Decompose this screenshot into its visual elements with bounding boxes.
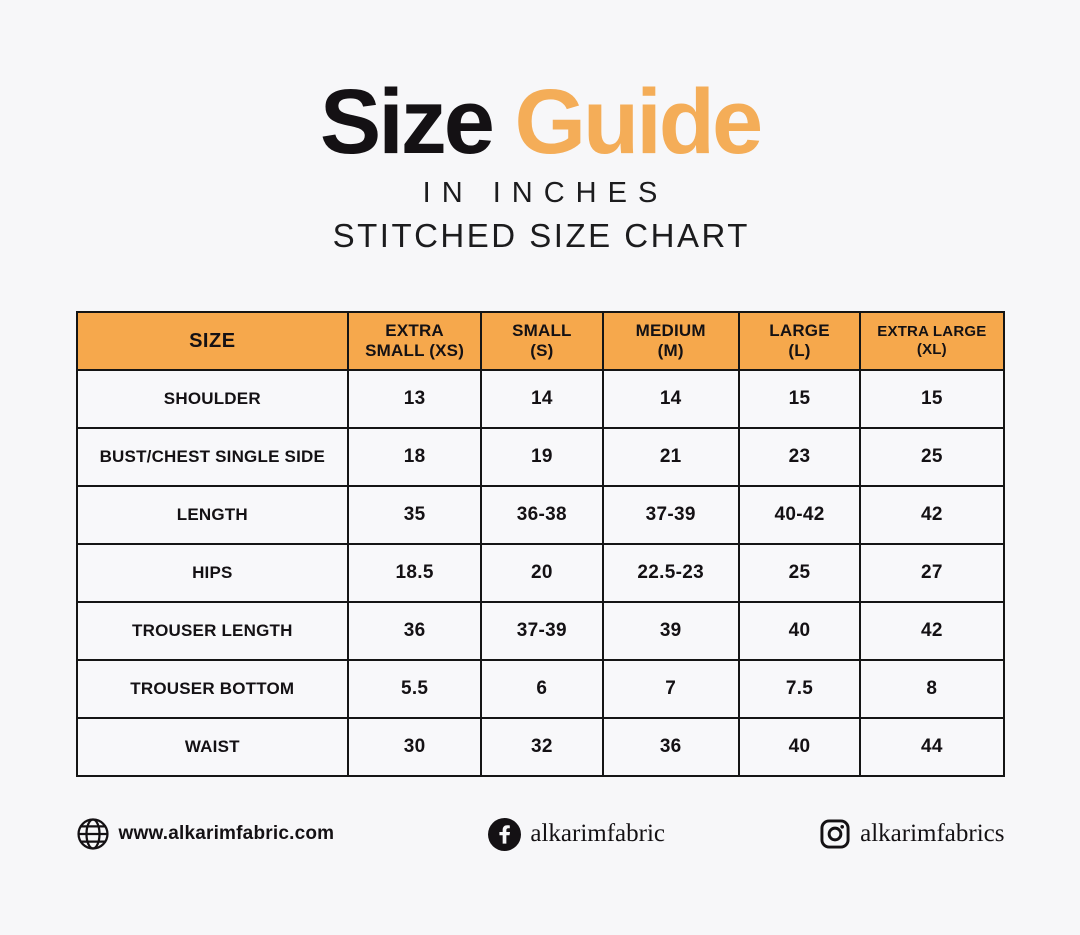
- row-label: BUST/CHEST SINGLE SIDE: [75, 427, 350, 488]
- cell-value: 35: [347, 485, 483, 546]
- cell-value: 25: [737, 543, 862, 604]
- facebook-link[interactable]: alkarimfabric: [488, 817, 666, 851]
- cell-value: 40: [737, 601, 862, 662]
- website-link[interactable]: www.alkarimfabric.com: [76, 817, 335, 851]
- table-row-bust-chest: BUST/CHEST SINGLE SIDE 18 19 21 23 25: [75, 427, 1005, 488]
- cell-value: 18.5: [347, 543, 483, 604]
- column-header-extra-large: EXTRA LARGE (XL): [859, 311, 1005, 372]
- cell-value: 13: [347, 369, 483, 430]
- cell-value: 30: [347, 717, 483, 778]
- table-header-row: SIZE EXTRA SMALL (XS) SMALL (S) MEDIUM (M) …: [75, 311, 1005, 372]
- table-row-trouser-length: TROUSER LENGTH 36 37-39 39 40 42: [75, 601, 1005, 662]
- cell-value: 36-38: [480, 485, 604, 546]
- cell-value: 39: [601, 601, 740, 662]
- cell-value: 42: [859, 601, 1005, 662]
- row-label: SHOULDER: [75, 369, 350, 430]
- page-title: Size Guide: [0, 76, 1080, 168]
- cell-value: 36: [601, 717, 740, 778]
- cell-value: 44: [859, 717, 1005, 778]
- cell-value: 20: [480, 543, 604, 604]
- cell-value: 32: [480, 717, 604, 778]
- footer-social-bar: www.alkarimfabric.com alkarimfabric alka…: [76, 817, 1005, 851]
- row-label: TROUSER BOTTOM: [75, 659, 350, 720]
- cell-value: 21: [601, 427, 740, 488]
- size-chart-table: SIZE EXTRA SMALL (XS) SMALL (S) MEDIUM (M) …: [75, 311, 1005, 778]
- title-word-size: Size: [319, 71, 495, 173]
- cell-value: 14: [601, 369, 740, 430]
- cell-value: 5.5: [347, 659, 483, 720]
- cell-value: 40-42: [737, 485, 862, 546]
- cell-value: 7: [601, 659, 740, 720]
- instagram-handle: alkarimfabrics: [860, 820, 1005, 848]
- cell-value: 37-39: [480, 601, 604, 662]
- table-row-waist: WAIST 30 32 36 40 44: [75, 717, 1005, 778]
- column-header-medium: MEDIUM (M): [601, 311, 740, 372]
- cell-value: 23: [737, 427, 862, 488]
- subtitle-in-inches: IN INCHES: [422, 177, 669, 209]
- cell-value: 25: [859, 427, 1005, 488]
- website-url: www.alkarimfabric.com: [118, 823, 335, 845]
- subtitle-stitched-size-chart: STITCHED SIZE CHART: [332, 216, 750, 254]
- cell-value: 8: [859, 659, 1005, 720]
- cell-value: 36: [347, 601, 483, 662]
- cell-value: 6: [480, 659, 604, 720]
- table-row-length: LENGTH 35 36-38 37-39 40-42 42: [75, 485, 1005, 546]
- facebook-icon: [488, 817, 522, 851]
- cell-value: 27: [859, 543, 1005, 604]
- cell-value: 22.5-23: [601, 543, 740, 604]
- row-label: HIPS: [75, 543, 350, 604]
- column-header-small: SMALL (S): [480, 311, 604, 372]
- column-header-size: SIZE: [75, 311, 350, 372]
- column-header-large: LARGE (L): [737, 311, 862, 372]
- row-label: TROUSER LENGTH: [75, 601, 350, 662]
- cell-value: 18: [347, 427, 483, 488]
- row-label: WAIST: [75, 717, 350, 778]
- title-word-guide: Guide: [514, 71, 763, 173]
- cell-value: 15: [859, 369, 1005, 430]
- cell-value: 37-39: [601, 485, 740, 546]
- table-row-hips: HIPS 18.5 20 22.5-23 25 27: [75, 543, 1005, 604]
- globe-icon: [76, 817, 110, 851]
- table-row-trouser-bottom: TROUSER BOTTOM 5.5 6 7 7.5 8: [75, 659, 1005, 720]
- table-row-shoulder: SHOULDER 13 14 14 15 15: [75, 369, 1005, 430]
- instagram-icon: [819, 818, 851, 850]
- cell-value: 42: [859, 485, 1005, 546]
- instagram-link[interactable]: alkarimfabrics: [819, 818, 1005, 850]
- cell-value: 14: [480, 369, 604, 430]
- cell-value: 40: [737, 717, 862, 778]
- cell-value: 15: [737, 369, 862, 430]
- row-label: LENGTH: [75, 485, 350, 546]
- cell-value: 7.5: [737, 659, 862, 720]
- cell-value: 19: [480, 427, 604, 488]
- column-header-extra-small: EXTRA SMALL (XS): [347, 311, 483, 372]
- facebook-handle: alkarimfabric: [530, 820, 666, 848]
